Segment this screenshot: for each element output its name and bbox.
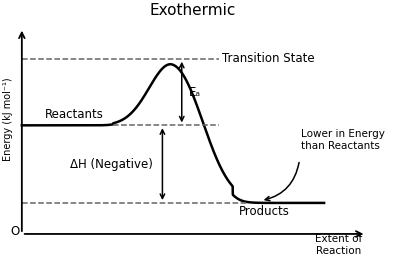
Text: Products: Products	[239, 205, 290, 218]
Text: Eₐ: Eₐ	[189, 85, 201, 99]
Text: Lower in Energy
than Reactants: Lower in Energy than Reactants	[301, 129, 385, 151]
Text: Reactants: Reactants	[45, 108, 104, 121]
Text: Energy (kJ mol⁻¹): Energy (kJ mol⁻¹)	[3, 77, 13, 161]
Text: O: O	[10, 225, 20, 238]
Text: ΔH (Negative): ΔH (Negative)	[70, 158, 153, 171]
Title: Exothermic: Exothermic	[149, 3, 236, 18]
Text: Extent of
Reaction: Extent of Reaction	[314, 234, 362, 256]
Text: Transition State: Transition State	[222, 52, 315, 65]
